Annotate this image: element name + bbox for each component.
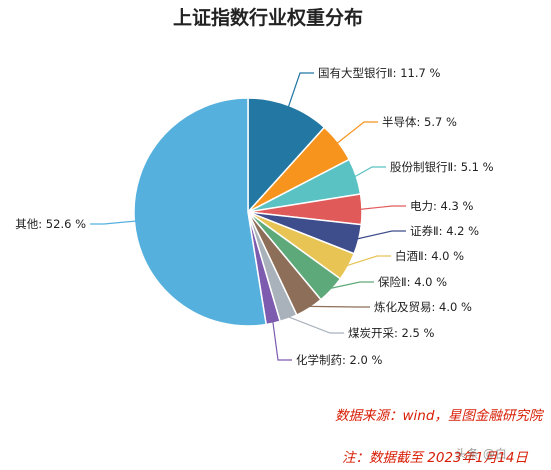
leader-line	[329, 281, 374, 290]
leader-lines	[90, 72, 406, 361]
slice-label: 国有大型银行Ⅱ: 11.7 %	[318, 66, 440, 80]
source-note: 数据来源：wind，星图金融研究院	[335, 408, 543, 424]
slice-label: 证券Ⅱ: 4.2 %	[410, 224, 479, 238]
watermark: 头条 @白	[455, 447, 507, 461]
leader-line	[336, 121, 378, 145]
pie-slices	[133, 97, 363, 327]
leader-line	[359, 205, 406, 210]
slice-label: 保险Ⅱ: 4.0 %	[378, 275, 447, 289]
slice-label: 其他: 52.6 %	[15, 217, 86, 231]
slice-label: 化学制药: 2.0 %	[296, 353, 382, 367]
leader-line	[356, 230, 406, 240]
leader-line	[287, 72, 314, 108]
pie-slice	[133, 97, 268, 327]
slice-label: 股份制银行Ⅱ: 5.1 %	[390, 160, 494, 174]
leader-line	[354, 166, 386, 178]
leader-line	[346, 255, 391, 267]
leader-line	[287, 316, 344, 334]
slice-label: 煤炭开采: 2.5 %	[348, 326, 434, 340]
leader-line	[272, 321, 292, 361]
slice-label: 炼化及贸易: 4.0 %	[374, 300, 472, 314]
leader-line	[308, 305, 370, 308]
cutoff-note: 注：数据截至 2023年1月14日	[342, 450, 528, 466]
slice-label: 白酒Ⅱ: 4.0 %	[395, 249, 464, 263]
chart-title: 上证指数行业权重分布	[173, 6, 363, 29]
slice-label: 半导体: 5.7 %	[382, 115, 457, 129]
slice-label: 电力: 4.3 %	[410, 199, 473, 213]
leader-line	[90, 220, 137, 225]
slice-labels: 国有大型银行Ⅱ: 11.7 % 半导体: 5.7 % 股份制银行Ⅱ: 5.1 % 电力…	[15, 66, 493, 367]
